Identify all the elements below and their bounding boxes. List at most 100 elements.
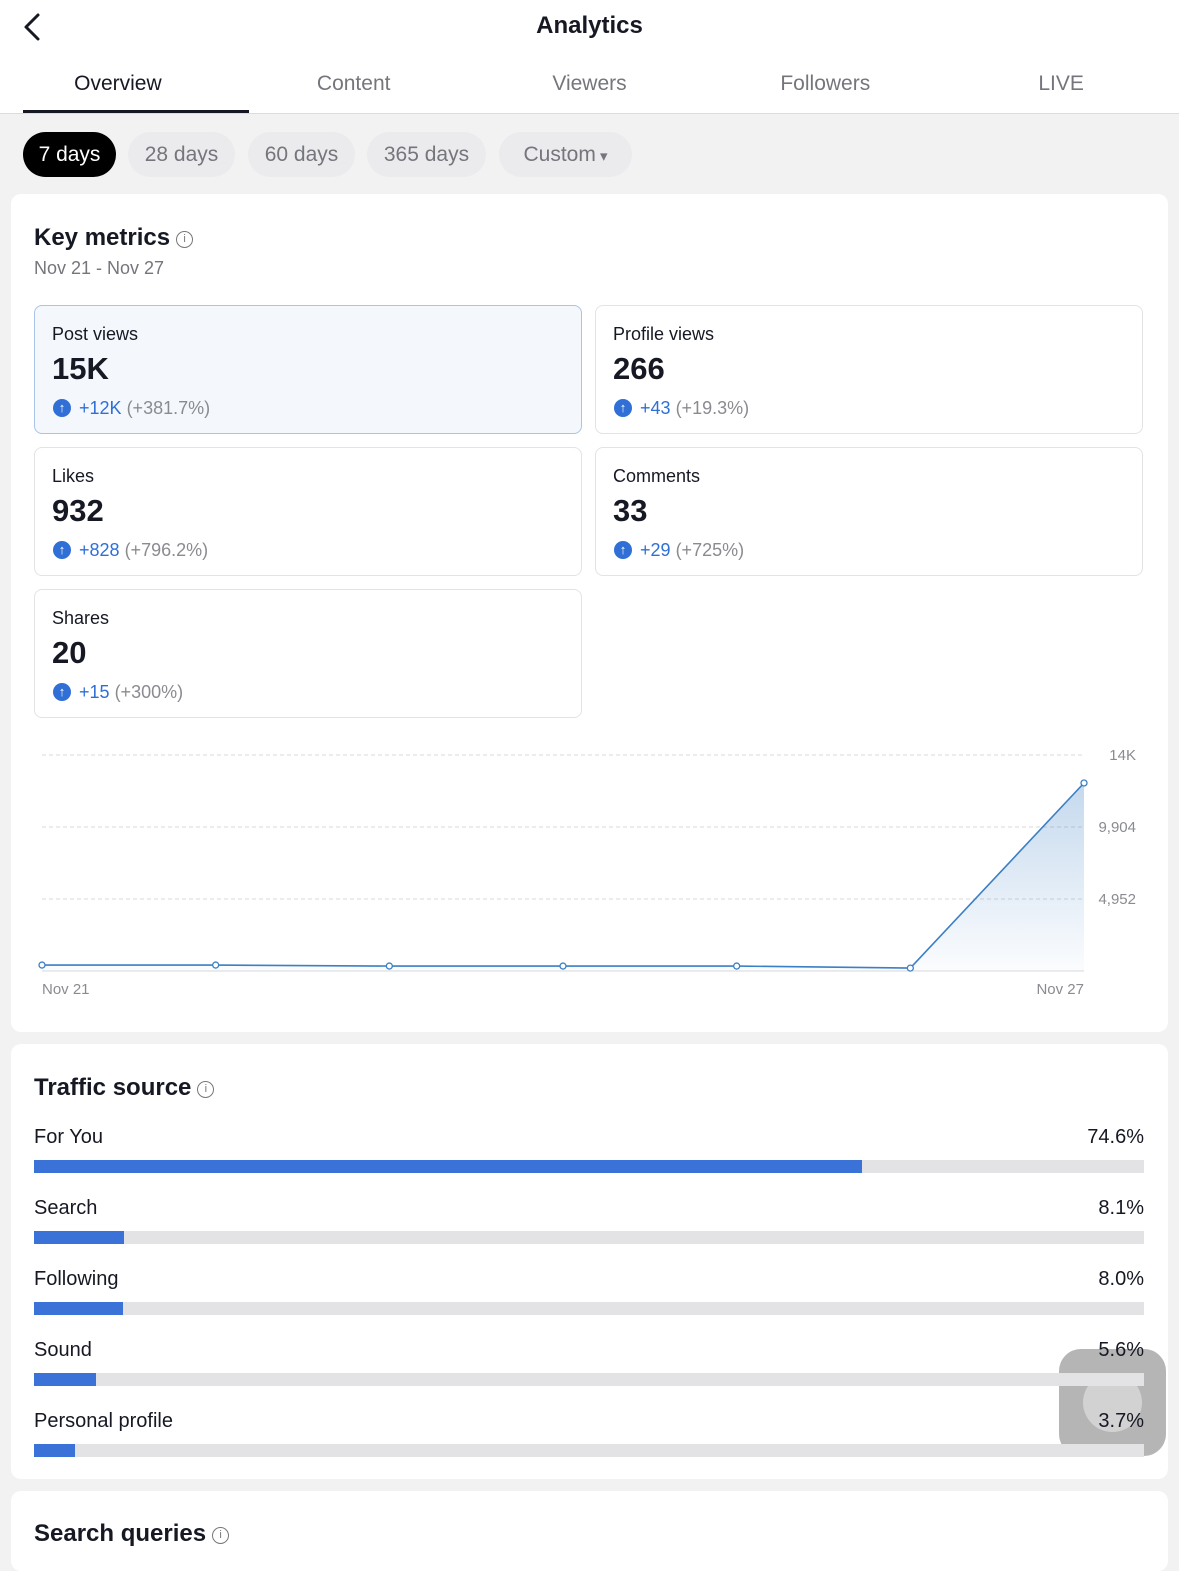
change-abs: +43	[640, 398, 671, 418]
tab-divider	[0, 113, 1179, 114]
traffic-value-label: 5.6%	[1098, 1339, 1144, 1361]
pill-label: Custom	[523, 143, 596, 166]
section-title-text: Key metrics	[34, 224, 171, 251]
section-title: Traffic source i	[34, 1074, 215, 1102]
metric-label: Likes	[52, 466, 95, 486]
traffic-label: Personal profile	[34, 1410, 173, 1432]
y-tick-label: 14K	[1109, 747, 1136, 764]
metric-value: 20	[52, 635, 87, 670]
up-icon: ↑	[614, 399, 632, 417]
info-icon[interactable]: i	[197, 1081, 215, 1098]
up-icon: ↑	[53, 399, 71, 417]
traffic-label: Following	[34, 1268, 119, 1290]
metric-label: Comments	[613, 466, 701, 486]
x-tick-label: Nov 27	[1036, 981, 1084, 998]
line-area	[42, 783, 1084, 971]
metric-tile[interactable]: Comments 33 ↑ +29 (+725%)	[595, 447, 1143, 576]
line-chart: 4,952 9,904 14K Nov 21 Nov 27	[38, 747, 1136, 998]
tab[interactable]: Overview	[74, 72, 162, 95]
bar	[34, 1444, 76, 1457]
bar	[34, 1160, 863, 1173]
change-abs: +15	[79, 682, 110, 702]
point	[212, 961, 220, 969]
bar-track	[34, 1302, 1144, 1315]
line	[42, 782, 1085, 969]
point	[733, 962, 741, 970]
tab[interactable]: Content	[316, 72, 391, 95]
section-title: Key metrics i	[34, 224, 194, 252]
x-tick-label: Nov 21	[42, 981, 90, 998]
tab[interactable]: LIVE	[1038, 72, 1084, 95]
metric-label: Post views	[52, 324, 139, 344]
metric-tile[interactable]: Post views 15K ↑ +12K (+381.7%)	[34, 305, 582, 434]
traffic-value-label: 8.1%	[1098, 1197, 1144, 1219]
metric-tile[interactable]: Likes 932 ↑ +828 (+796.2%)	[34, 447, 582, 576]
info-icon[interactable]: i	[212, 1527, 230, 1544]
pill-label: 60 days	[264, 143, 339, 166]
top-bar	[0, 0, 1179, 113]
date-range-pill[interactable]: 60 days	[248, 132, 355, 177]
bar	[34, 1231, 124, 1244]
change-pct: (+300%)	[114, 682, 184, 702]
traffic-label: Search	[34, 1197, 98, 1219]
pill-label: 365 days	[383, 143, 470, 166]
date-range-pill[interactable]: 365 days	[367, 132, 486, 177]
y-tick-label: 4,952	[1098, 891, 1136, 908]
pill-label: 28 days	[144, 143, 219, 166]
up-icon: ↑	[614, 541, 632, 559]
tab[interactable]: Followers	[780, 72, 871, 95]
page-title: Analytics	[536, 12, 643, 39]
tab[interactable]: Viewers	[552, 72, 627, 95]
up-icon: ↑	[53, 683, 71, 701]
bar-track	[34, 1373, 1144, 1386]
traffic-label: For You	[34, 1126, 103, 1148]
bar-track	[34, 1444, 1144, 1457]
metric-label: Shares	[52, 608, 110, 628]
date-range-pill[interactable]: 7 days	[23, 132, 116, 177]
info-icon[interactable]: i	[176, 231, 194, 248]
dropdown-caret: ▾	[595, 148, 608, 165]
point	[906, 964, 914, 972]
change-abs: +828	[79, 540, 120, 560]
change-pct: (+381.7%)	[126, 398, 211, 418]
metric-value: 266	[613, 351, 665, 386]
back-button[interactable]	[18, 12, 48, 42]
metric-change: +43 (+19.3%)	[640, 398, 749, 419]
metric-tile[interactable]: Shares 20 ↑ +15 (+300%)	[34, 589, 582, 718]
change-abs: +12K	[79, 398, 122, 418]
bar-track	[34, 1231, 1144, 1244]
traffic-value-label: 8.0%	[1098, 1268, 1144, 1290]
metric-value: 33	[613, 493, 648, 528]
metric-value: 15K	[52, 351, 109, 386]
metric-change: +29 (+725%)	[640, 540, 744, 561]
point	[1080, 779, 1088, 787]
traffic-value-label: 74.6%	[1087, 1126, 1144, 1148]
metric-change: +12K (+381.7%)	[79, 398, 210, 419]
section-title: Search queries i	[34, 1520, 230, 1548]
section-title-text: Search queries	[34, 1520, 207, 1547]
assistive-touch[interactable]	[1059, 1349, 1166, 1456]
change-pct: (+796.2%)	[124, 540, 209, 560]
metric-change: +15 (+300%)	[79, 682, 183, 703]
metric-label: Profile views	[613, 324, 715, 344]
bar	[34, 1302, 123, 1315]
metric-tile[interactable]: Profile views 266 ↑ +43 (+19.3%)	[595, 305, 1143, 434]
tab-indicator	[23, 110, 249, 113]
metric-change: +828 (+796.2%)	[79, 540, 208, 561]
metric-value: 932	[52, 493, 104, 528]
point	[38, 961, 46, 969]
pill-label: 7 days	[38, 143, 101, 166]
y-tick-label: 9,904	[1098, 819, 1136, 836]
point	[559, 962, 567, 970]
change-abs: +29	[640, 540, 671, 560]
up-icon: ↑	[53, 541, 71, 559]
bar	[34, 1373, 97, 1386]
change-pct: (+725%)	[675, 540, 745, 560]
traffic-label: Sound	[34, 1339, 92, 1361]
date-range-pill[interactable]: Custom ▾	[499, 132, 632, 177]
date-range: Nov 21 - Nov 27	[34, 258, 165, 278]
section-title-text: Traffic source	[34, 1074, 192, 1101]
date-range-pill[interactable]: 28 days	[128, 132, 235, 177]
